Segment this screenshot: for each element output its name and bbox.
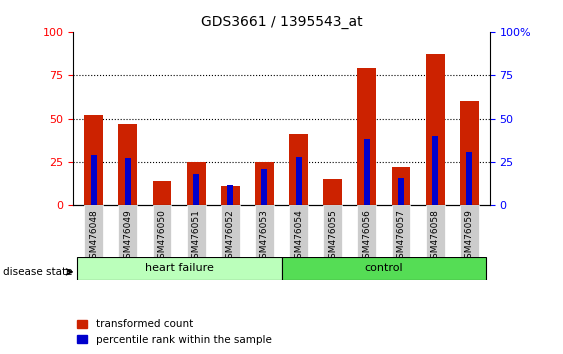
Text: GSM476049: GSM476049	[123, 210, 132, 264]
Legend: transformed count, percentile rank within the sample: transformed count, percentile rank withi…	[73, 315, 276, 349]
Bar	[289, 134, 308, 205]
Text: GSM476054: GSM476054	[294, 210, 303, 264]
Bar	[261, 169, 267, 205]
Bar	[125, 159, 131, 205]
Text: GSM476056: GSM476056	[363, 210, 372, 264]
Bar	[84, 205, 103, 257]
Bar	[282, 257, 486, 280]
Text: control: control	[365, 263, 403, 273]
Text: GSM476051: GSM476051	[191, 210, 200, 264]
Bar	[187, 162, 205, 205]
Bar	[426, 55, 445, 205]
Bar	[358, 205, 376, 257]
Text: GSM476053: GSM476053	[260, 210, 269, 264]
Text: GSM476050: GSM476050	[158, 210, 167, 264]
Bar	[323, 179, 342, 205]
Bar	[221, 205, 240, 257]
Bar	[323, 205, 342, 257]
Text: GSM476059: GSM476059	[465, 210, 474, 264]
Bar	[364, 139, 370, 205]
Title: GDS3661 / 1395543_at: GDS3661 / 1395543_at	[200, 16, 363, 29]
Bar	[118, 124, 137, 205]
Bar	[426, 205, 445, 257]
Bar	[432, 136, 438, 205]
Bar	[153, 181, 171, 205]
Text: GSM476057: GSM476057	[396, 210, 405, 264]
Bar	[296, 157, 302, 205]
Bar	[187, 205, 205, 257]
Text: disease state: disease state	[3, 267, 72, 277]
Bar	[460, 205, 479, 257]
Bar	[118, 205, 137, 257]
Bar	[398, 178, 404, 205]
Bar	[289, 205, 308, 257]
Text: GSM476048: GSM476048	[89, 210, 98, 264]
Bar	[358, 68, 376, 205]
Bar	[227, 184, 233, 205]
Bar	[193, 174, 199, 205]
Bar	[460, 101, 479, 205]
Bar	[221, 186, 240, 205]
Bar	[91, 155, 97, 205]
Bar	[77, 257, 282, 280]
Bar	[153, 205, 171, 257]
Text: heart failure: heart failure	[145, 263, 213, 273]
Bar	[392, 205, 410, 257]
Bar	[392, 167, 410, 205]
Bar	[255, 162, 274, 205]
Text: GSM476052: GSM476052	[226, 210, 235, 264]
Bar	[466, 152, 472, 205]
Text: GSM476055: GSM476055	[328, 210, 337, 264]
Bar	[255, 205, 274, 257]
Bar	[84, 115, 103, 205]
Text: GSM476058: GSM476058	[431, 210, 440, 264]
